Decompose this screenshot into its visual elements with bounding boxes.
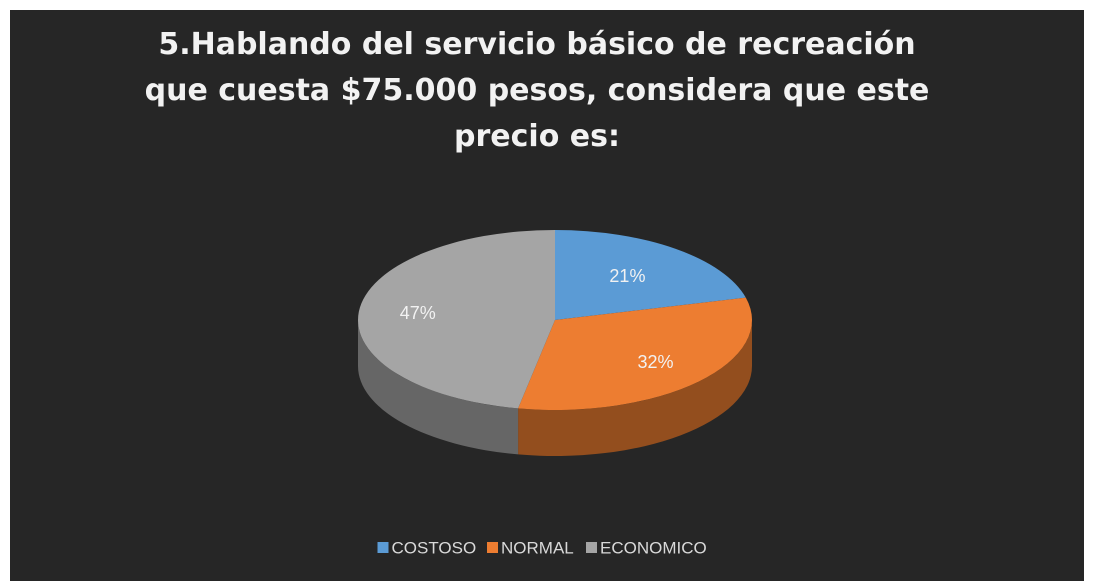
pie-slice — [555, 230, 746, 320]
data-label: 21% — [609, 266, 645, 286]
legend-swatch — [377, 542, 389, 553]
legend-label: NORMAL — [501, 538, 574, 557]
legend-swatch — [586, 542, 597, 553]
data-label: 32% — [638, 352, 674, 372]
slice-side — [357, 320, 519, 455]
pie-slice — [518, 297, 753, 410]
data-label: 47% — [400, 303, 436, 323]
legend-label: ECONOMICO — [600, 538, 707, 557]
legend-swatch — [487, 542, 498, 553]
pie-slice — [358, 229, 555, 409]
slice-side — [518, 320, 752, 456]
chart-title: 5.Hablando del servicio básico de recrea… — [144, 27, 930, 154]
legend-label: COSTOSO — [392, 538, 477, 557]
